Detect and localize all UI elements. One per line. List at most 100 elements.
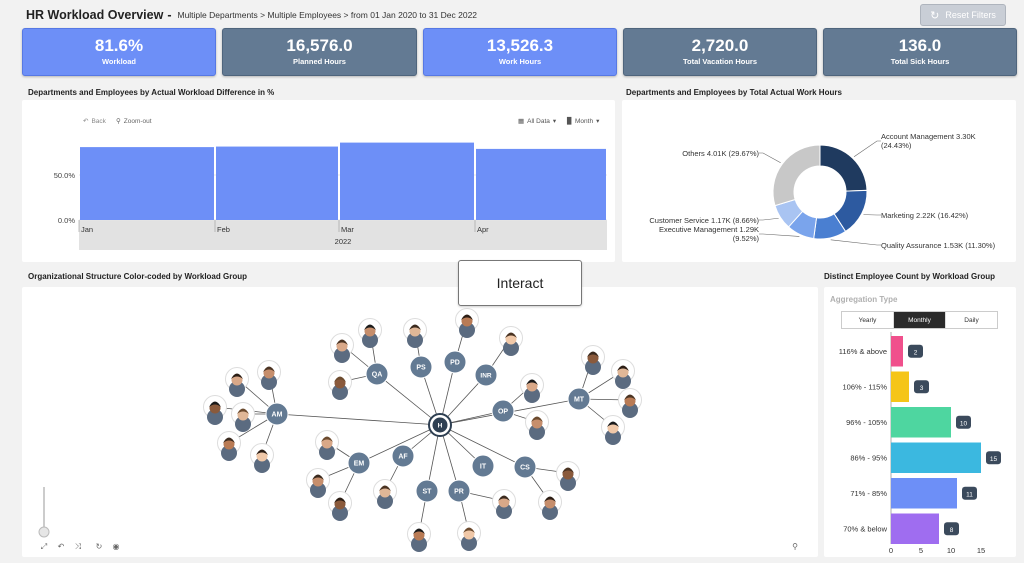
zoom-slider-thumb[interactable] bbox=[38, 526, 50, 538]
employee-avatar[interactable] bbox=[407, 522, 431, 553]
bar-chart-icon: ▉ bbox=[567, 118, 572, 125]
zoom-out-button[interactable]: ⚲ Zoom-out bbox=[116, 117, 152, 126]
center-icon[interactable]: ◉ bbox=[113, 542, 120, 551]
employee-avatar[interactable] bbox=[611, 359, 635, 390]
avatar-body bbox=[319, 444, 335, 460]
employee-avatar[interactable] bbox=[455, 308, 479, 339]
avatar-body bbox=[622, 402, 638, 418]
x-axis-band bbox=[79, 220, 607, 250]
workload-bar-chart: 0.0% 50.0% Jan Feb Mar Apr 2022 bbox=[54, 142, 607, 250]
aggregation-option-yearly[interactable]: Yearly bbox=[842, 312, 894, 328]
employee-avatar[interactable] bbox=[581, 345, 605, 376]
group-node-am[interactable]: AM bbox=[265, 402, 289, 426]
employee-avatar[interactable] bbox=[231, 402, 255, 433]
group-node-em[interactable]: EM bbox=[347, 451, 371, 475]
group-node-af[interactable]: AF bbox=[391, 444, 415, 468]
group-node-st[interactable]: ST bbox=[415, 479, 439, 503]
group-node-it[interactable]: IT bbox=[471, 454, 495, 478]
kpi-planned-hours[interactable]: 16,576.0 Planned Hours bbox=[222, 28, 417, 76]
employee-avatar[interactable] bbox=[203, 395, 227, 426]
avatar-face bbox=[607, 422, 619, 434]
employee-avatar[interactable] bbox=[328, 491, 352, 522]
group-node-pr[interactable]: PR bbox=[447, 479, 471, 503]
search-icon[interactable]: ⚲ bbox=[792, 542, 798, 551]
category-label: 106% - 115% bbox=[843, 382, 888, 391]
employee-avatar[interactable] bbox=[457, 521, 481, 552]
employee-avatar[interactable] bbox=[358, 318, 382, 349]
org-network-graph[interactable]: AM QA PS PD INR OP MT EM AF ST PR IT CS H ⤢ ↶ ⤨ ↻ ◉ ⚲ bbox=[22, 287, 818, 557]
employee-avatar[interactable] bbox=[525, 410, 549, 441]
month-dropdown[interactable]: ▉ Month ▾ bbox=[567, 117, 599, 126]
section-title-workload-diff: Departments and Employees by Actual Work… bbox=[28, 88, 275, 97]
workload-group-bar-chart: 116% & above 2 106% - 115% 3 96% - 105% 10 86%… bbox=[839, 332, 1001, 555]
employee-avatar[interactable] bbox=[538, 490, 562, 521]
employee-avatar[interactable] bbox=[328, 370, 352, 401]
group-node-ps[interactable]: PS bbox=[409, 355, 433, 379]
group-node-pd[interactable]: PD bbox=[443, 350, 467, 374]
employee-avatar[interactable] bbox=[492, 489, 516, 520]
aggregation-option-monthly[interactable]: Monthly bbox=[894, 312, 946, 328]
kpi-work-hours[interactable]: 13,526.3 Work Hours bbox=[423, 28, 617, 76]
interact-button[interactable]: Interact bbox=[458, 260, 582, 306]
group-node-label: AM bbox=[272, 412, 283, 419]
breadcrumb: Multiple Departments > Multiple Employee… bbox=[177, 10, 478, 20]
employee-avatar[interactable] bbox=[330, 333, 354, 364]
group-node-label: ST bbox=[423, 489, 433, 496]
avatar-body bbox=[407, 332, 423, 348]
refresh-icon[interactable]: ↻ bbox=[96, 542, 103, 551]
group-node-circle bbox=[415, 479, 439, 503]
avatar-hair bbox=[461, 314, 473, 320]
avatar-hair bbox=[498, 495, 510, 501]
employee-avatar[interactable] bbox=[225, 367, 249, 398]
x-tick-label: Jan bbox=[81, 225, 93, 234]
avatar-hair bbox=[379, 485, 391, 491]
donut-leader-line bbox=[853, 140, 881, 157]
group-node-label: CS bbox=[520, 465, 530, 472]
employee-avatar[interactable] bbox=[373, 479, 397, 510]
root-node[interactable]: H bbox=[428, 413, 452, 437]
avatar-hair bbox=[334, 376, 346, 382]
hbar bbox=[891, 513, 939, 544]
employee-avatar[interactable] bbox=[217, 431, 241, 462]
group-node-inr[interactable]: INR bbox=[474, 363, 498, 387]
avatar-face bbox=[237, 409, 249, 421]
group-node-op[interactable]: OP bbox=[491, 399, 515, 423]
reset-filters-button[interactable]: ↻ Reset Filters bbox=[920, 4, 1006, 26]
kpi-workload[interactable]: 81.6% Workload bbox=[22, 28, 216, 76]
group-node-qa[interactable]: QA bbox=[365, 362, 389, 386]
avatar-hair bbox=[526, 379, 538, 385]
kpi-label: Total Sick Hours bbox=[890, 57, 950, 66]
aggregation-option-daily[interactable]: Daily bbox=[964, 316, 979, 324]
group-node-mt[interactable]: MT bbox=[567, 387, 591, 411]
title-separator: - bbox=[167, 8, 172, 22]
employee-avatar[interactable] bbox=[520, 373, 544, 404]
fit-icon[interactable]: ⤢ bbox=[40, 542, 47, 551]
org-edge bbox=[276, 413, 441, 426]
employee-avatar[interactable] bbox=[306, 468, 330, 499]
back-button[interactable]: ↶ Back bbox=[83, 117, 106, 126]
employee-avatar[interactable] bbox=[250, 443, 274, 474]
section-title-org: Organizational Structure Color-coded by … bbox=[28, 272, 247, 281]
avatar-hair bbox=[223, 437, 235, 443]
group-node-cs[interactable]: CS bbox=[513, 455, 537, 479]
value-badge bbox=[944, 522, 959, 536]
donut-label: Marketing 2.22K (16.42%) bbox=[881, 211, 969, 220]
employee-avatar[interactable] bbox=[315, 430, 339, 461]
kpi-vacation-hours[interactable]: 2,720.0 Total Vacation Hours bbox=[623, 28, 817, 76]
x-tick-label: 15 bbox=[977, 546, 985, 555]
employee-avatar[interactable] bbox=[618, 388, 642, 419]
avatar-hair bbox=[256, 449, 268, 455]
employee-avatar[interactable] bbox=[601, 415, 625, 446]
undo-icon[interactable]: ↶ bbox=[58, 542, 65, 551]
kpi-label: Workload bbox=[101, 57, 137, 66]
avatar-face bbox=[531, 417, 543, 429]
employee-avatar[interactable] bbox=[556, 461, 580, 492]
kpi-sick-hours[interactable]: 136.0 Total Sick Hours bbox=[823, 28, 1017, 76]
employee-avatar[interactable] bbox=[499, 326, 523, 357]
employee-avatar[interactable] bbox=[257, 360, 281, 391]
avatar-hair bbox=[263, 366, 275, 372]
employee-avatar[interactable] bbox=[403, 318, 427, 349]
all-data-dropdown[interactable]: ▦ All Data ▾ bbox=[518, 117, 556, 126]
value-badge-text: 3 bbox=[920, 385, 924, 392]
shuffle-icon[interactable]: ⤨ bbox=[75, 542, 82, 551]
